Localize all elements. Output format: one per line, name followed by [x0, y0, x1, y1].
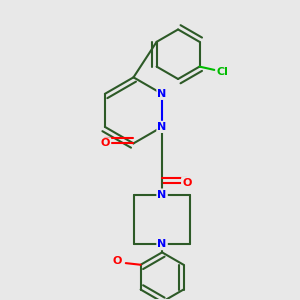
Text: N: N	[158, 239, 167, 249]
Text: N: N	[158, 190, 167, 200]
Text: O: O	[101, 138, 110, 148]
Text: N: N	[158, 122, 167, 132]
Text: O: O	[182, 178, 191, 188]
Text: N: N	[158, 89, 167, 99]
Text: Cl: Cl	[217, 67, 229, 76]
Text: O: O	[113, 256, 122, 266]
